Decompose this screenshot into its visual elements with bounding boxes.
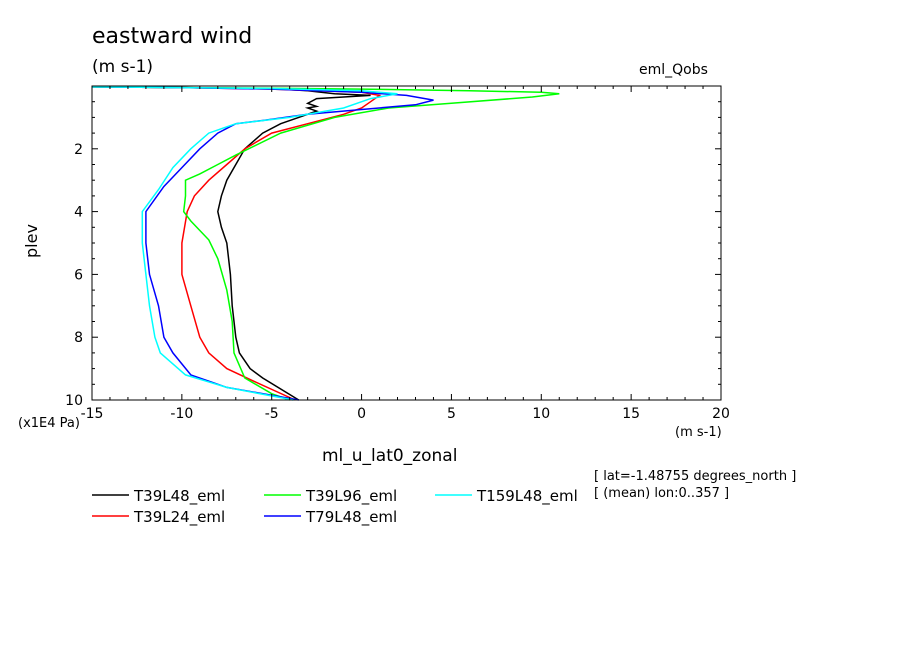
x-tick-label: -5 (265, 406, 279, 422)
x-axis-units: (m s-1) (675, 425, 722, 440)
x-tick-label: 0 (357, 406, 366, 422)
chart-units: (m s-1) (92, 57, 154, 77)
y-tick-label: 2 (74, 142, 83, 158)
legend: T39L48_eml T39L24_eml T39L96_eml T79L48_eml… (92, 487, 578, 527)
y-tick-label: 4 (74, 205, 83, 221)
x-tick-label: 20 (712, 406, 730, 422)
plot-frame (91, 85, 722, 401)
x-tick-label: 5 (447, 406, 456, 422)
y-tick-label: 8 (74, 330, 83, 346)
series-line-T39L48_eml (91, 86, 371, 401)
x-tick-label: 10 (532, 406, 550, 422)
y-tick-label: 6 (74, 267, 83, 283)
legend-label-T79L48_eml: T79L48_eml (305, 508, 397, 527)
y-tick-label: 10 (65, 393, 83, 409)
x-tick-label: -15 (81, 406, 104, 422)
legend-label-T39L24_eml: T39L24_eml (133, 508, 225, 527)
x-tick-label: 15 (622, 406, 640, 422)
legend-label-T39L48_eml: T39L48_eml (133, 487, 225, 506)
legend-label-T39L96_eml: T39L96_eml (305, 487, 397, 506)
series-line-T159L48_eml (91, 86, 398, 401)
info-latitude: [ lat=-1.48755 degrees_north ] (594, 469, 797, 484)
x-tick-label: -10 (170, 406, 193, 422)
x-axis-label: ml_u_lat0_zonal (322, 446, 458, 466)
series-line-T39L24_eml (91, 86, 382, 401)
legend-label-T159L48_eml: T159L48_eml (476, 487, 578, 506)
run-name: eml_Qobs (639, 62, 708, 78)
plot-lines (91, 86, 560, 401)
info-longitude: [ (mean) lon:0..357 ] (594, 486, 730, 501)
series-line-T39L96_eml (91, 86, 560, 401)
chart-title: eastward wind (92, 24, 253, 49)
axis-ticks (91, 85, 722, 401)
series-line-T79L48_eml (91, 86, 434, 401)
axis-tick-labels: -15 -10 -5 0 5 10 15 20 2 4 6 8 10 (65, 142, 730, 422)
y-axis-units: (x1E4 Pa) (18, 416, 80, 431)
